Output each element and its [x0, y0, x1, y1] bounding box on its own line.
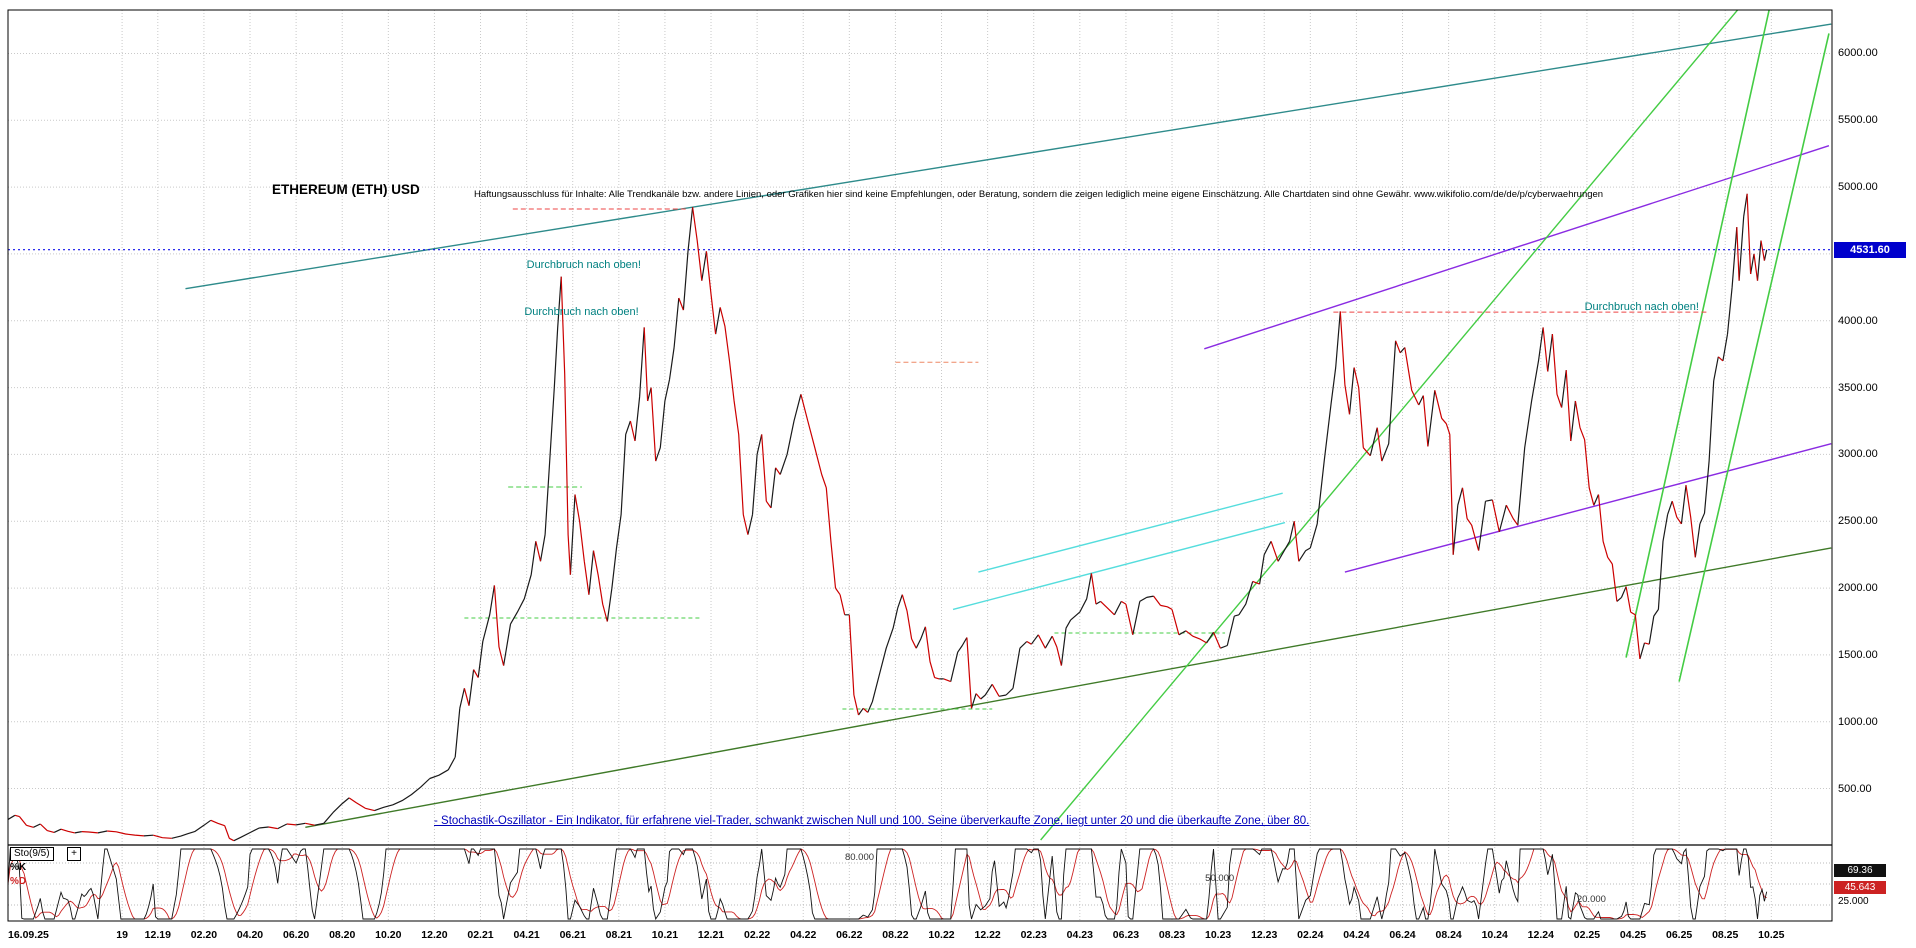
x-axis-tick-label: 12.23 [1251, 929, 1278, 941]
x-axis-tick-label: 10.22 [928, 929, 955, 941]
x-axis-tick-label: 10.23 [1204, 929, 1232, 941]
x-axis-tick-label: 08.25 [1712, 929, 1739, 941]
percent-d-value-badge: 45.643 [1834, 880, 1886, 894]
percent-d-label: %D [10, 876, 27, 887]
x-axis-tick-label: 02.22 [743, 929, 771, 941]
x-axis-tick-label: 02.24 [1297, 929, 1324, 941]
x-axis-tick-label: 08.24 [1435, 929, 1462, 941]
x-axis-tick-label: 04.21 [513, 929, 540, 941]
chart-title: ETHEREUM (ETH) USD [272, 182, 420, 197]
breakout-annotation: Durchbruch nach oben! [526, 259, 641, 272]
x-axis-tick-label: 08.22 [882, 929, 909, 941]
x-axis-tick-label: 02.23 [1020, 929, 1047, 941]
y-axis-tick-label: 1000.00 [1838, 715, 1878, 728]
y-axis-tick-label: 5000.00 [1838, 181, 1878, 194]
x-axis-tick-label: 06.24 [1389, 929, 1416, 941]
x-axis-tick-label: 08.20 [329, 929, 356, 941]
expand-indicator-button[interactable]: + [67, 847, 81, 861]
sto-level-label: 50.000 [1205, 873, 1235, 884]
x-axis-tick-label: 08.21 [605, 929, 632, 941]
y-axis-tick-label: 4000.00 [1838, 314, 1878, 327]
sto-level-label: 80.000 [844, 852, 875, 863]
x-axis-tick-label: 04.24 [1343, 929, 1370, 941]
y-axis-tick-label: 500.00 [1838, 782, 1872, 795]
x-axis-tick-label: 16.09.25 [8, 929, 49, 941]
x-axis-tick-label: 06.23 [1112, 929, 1140, 941]
x-axis-tick-label: 06.21 [559, 929, 586, 941]
stochastic-description: - Stochastik-Oszillator - Ein Indikator,… [434, 815, 1310, 827]
x-axis-tick-label: 06.20 [282, 929, 310, 941]
breakout-annotation: Durchbruch nach oben! [524, 306, 639, 319]
x-axis-tick-label: 12.20 [421, 929, 448, 941]
x-axis-tick-label: 12.24 [1527, 929, 1554, 941]
y-axis-tick-label: 2500.00 [1838, 515, 1878, 528]
breakout-annotation: Durchbruch nach oben! [1584, 300, 1699, 313]
sto-axis-label-25: 25.000 [1838, 895, 1869, 907]
x-axis-tick-label: 12.21 [697, 929, 725, 941]
y-axis-tick-label: 1500.00 [1838, 648, 1878, 661]
x-axis-tick-label: 12.22 [974, 929, 1001, 941]
y-axis-tick-label: 3000.00 [1838, 448, 1878, 461]
y-axis-tick-label: 3500.00 [1838, 381, 1878, 394]
sto-level-label: 20.000 [1576, 894, 1606, 905]
x-axis-tick-label: 04.25 [1619, 929, 1647, 941]
x-axis-tick-label: 10.24 [1481, 929, 1508, 941]
x-axis-tick-label: 08.23 [1158, 929, 1186, 941]
x-axis-tick-label: 02.25 [1573, 929, 1601, 941]
current-price-badge: 4531.60 [1834, 241, 1906, 258]
y-axis-tick-label: 6000.00 [1838, 47, 1878, 60]
y-axis-tick-label: 2000.00 [1838, 582, 1878, 595]
x-axis-tick-label: 02.20 [190, 929, 218, 941]
x-axis-tick-label: 06.25 [1665, 929, 1693, 941]
stochastic-indicator-label[interactable]: Sto(9/5) [10, 847, 54, 861]
x-axis-tick-label: 12.19 [144, 929, 171, 941]
percent-k-label: %K [10, 862, 27, 873]
x-axis-tick-label: 06.22 [836, 929, 863, 941]
x-axis-tick-label: 04.22 [790, 929, 817, 941]
x-axis-tick-label: 10.25 [1758, 929, 1785, 941]
x-axis-tick-label: 02.21 [467, 929, 494, 941]
x-axis-tick-label: 10.20 [375, 929, 402, 941]
x-axis-tick-label: 10.21 [651, 929, 679, 941]
disclaimer-text: Haftungsausschluss für Inhalte: Alle Tre… [474, 189, 1604, 200]
x-axis-tick-label: 04.23 [1066, 929, 1093, 941]
x-axis-tick-label: 19 [116, 929, 128, 941]
percent-k-value-badge: 69.36 [1834, 863, 1886, 877]
x-axis-tick-label: 04.20 [236, 929, 264, 941]
y-axis-tick-label: 5500.00 [1838, 114, 1878, 127]
